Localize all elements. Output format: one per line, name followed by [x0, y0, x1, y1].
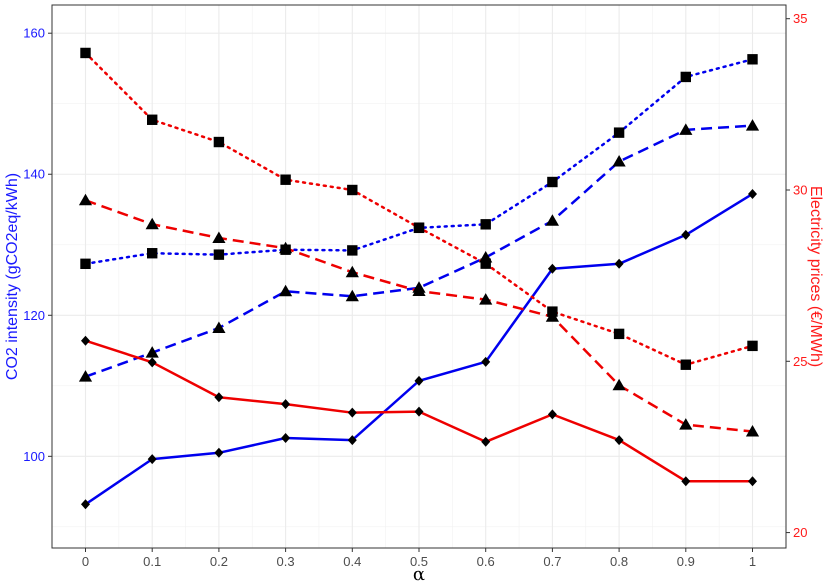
triangle-marker — [145, 346, 159, 358]
triangle-marker — [145, 217, 159, 230]
triangle-marker — [612, 378, 626, 391]
y-right-tick-label: 35 — [793, 11, 807, 26]
triangle-marker — [545, 214, 559, 226]
triangle-marker — [345, 289, 359, 302]
series-layer — [78, 47, 760, 510]
y-left-tick-label: 140 — [23, 167, 45, 182]
triangle-marker — [679, 418, 693, 430]
square-marker — [680, 71, 691, 83]
triangle-marker — [279, 284, 293, 297]
y-right-tick-label: 20 — [793, 525, 807, 540]
diamond-marker — [281, 399, 291, 410]
diamond-marker — [481, 356, 491, 367]
diamond-marker — [347, 435, 357, 446]
diamond-marker — [547, 263, 557, 274]
square-marker — [547, 306, 558, 317]
series-line — [85, 124, 753, 378]
diamond-marker — [281, 432, 291, 443]
triangle-marker — [745, 425, 760, 437]
x-tick-label: 1 — [749, 554, 756, 569]
square-marker — [413, 222, 425, 233]
triangle-marker — [479, 293, 493, 305]
x-tick-label: 0.2 — [210, 554, 228, 569]
diamond-marker — [414, 375, 424, 386]
diamond-marker — [81, 499, 90, 510]
square-marker — [347, 245, 358, 256]
y-left-tick-label: 100 — [23, 449, 45, 464]
square-marker — [213, 136, 225, 148]
triangle-marker — [212, 321, 226, 333]
square-marker — [347, 184, 358, 196]
square-marker — [280, 174, 291, 185]
square-marker — [747, 340, 758, 352]
diamond-marker — [681, 229, 691, 240]
square-marker — [147, 248, 158, 259]
y-left-tick-label: 160 — [23, 26, 45, 41]
triangle-marker — [345, 265, 359, 278]
markers-right-diamond — [81, 335, 757, 487]
diamond-marker — [748, 476, 757, 487]
diamond-marker — [414, 406, 424, 417]
axes: 100 120 140 160 20 25 30 35 0 0.1 0.2 0.3 0.4 0.5 0.6 0… — [23, 11, 807, 569]
diamond-marker — [147, 454, 157, 465]
y-axis-left-label: CO2 intensity (gCO2eq/kWh) — [4, 173, 21, 380]
x-tick-label: 0.5 — [410, 554, 428, 569]
triangle-marker — [412, 284, 426, 297]
y-left-tick-label: 120 — [23, 308, 45, 323]
triangle-marker — [212, 231, 226, 243]
square-marker — [480, 219, 491, 230]
diamond-marker — [547, 409, 557, 420]
y-axis-right-label: Electricity prices (€/MWh) — [807, 186, 824, 367]
square-marker — [213, 249, 225, 260]
diamond-marker — [81, 335, 90, 346]
square-marker — [613, 127, 625, 138]
triangle-marker — [78, 193, 93, 206]
diamond-marker — [347, 407, 357, 418]
triangle-marker — [612, 155, 626, 167]
diamond-marker — [481, 436, 491, 447]
markers-right-square — [80, 47, 758, 370]
grid — [52, 5, 786, 548]
y-right-tick-label: 25 — [793, 354, 807, 369]
x-axis-label: α — [413, 564, 425, 585]
square-marker — [680, 359, 691, 370]
square-marker — [147, 114, 158, 125]
diamond-marker — [681, 476, 691, 487]
triangle-marker — [679, 123, 693, 135]
x-tick-label: 0.7 — [543, 554, 561, 569]
square-marker — [747, 54, 758, 65]
y-right-tick-label: 30 — [793, 182, 807, 197]
diamond-marker — [214, 392, 224, 403]
x-tick-label: 0.9 — [677, 554, 695, 569]
series-left-dashed — [85, 124, 753, 378]
diamond-marker — [748, 188, 757, 199]
triangle-marker — [279, 241, 293, 254]
diamond-marker — [614, 435, 624, 446]
x-tick-label: 0.1 — [143, 554, 161, 569]
square-marker — [547, 176, 558, 188]
triangle-marker — [745, 119, 760, 131]
markers-left-diamond — [81, 188, 757, 510]
triangle-marker — [78, 370, 93, 382]
x-tick-label: 0.3 — [277, 554, 295, 569]
diamond-marker — [214, 447, 224, 458]
x-tick-label: 0.6 — [477, 554, 495, 569]
diamond-marker — [147, 357, 157, 368]
x-tick-label: 0 — [82, 554, 89, 569]
x-tick-label: 0.4 — [343, 554, 361, 569]
diamond-marker — [614, 258, 624, 269]
square-marker — [80, 47, 91, 59]
x-tick-label: 0.8 — [610, 554, 628, 569]
square-marker — [613, 328, 625, 340]
square-marker — [480, 258, 491, 269]
square-marker — [80, 258, 91, 270]
